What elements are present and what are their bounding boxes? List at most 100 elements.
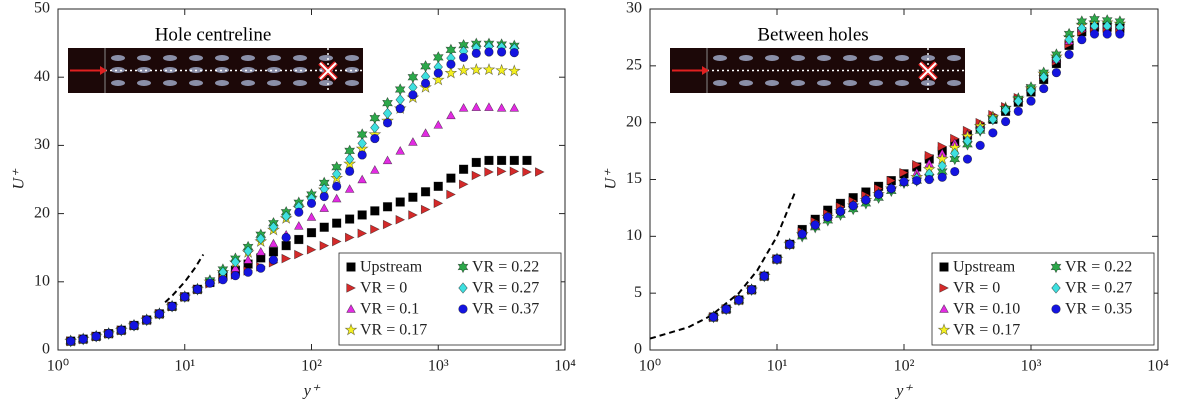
data-point (306, 212, 317, 221)
data-point (116, 325, 126, 335)
data-point (319, 222, 329, 232)
x-tick-label: 10³ (1021, 358, 1042, 375)
data-point (988, 128, 998, 138)
x-tick-label: 10⁰ (47, 358, 69, 375)
data-point (420, 60, 431, 73)
legend-label: VR = 0.35 (1065, 301, 1132, 318)
y-tick-label: 0 (634, 341, 642, 358)
data-point (509, 155, 519, 166)
data-point (394, 83, 406, 96)
legend-label: VR = 0.37 (472, 301, 539, 318)
data-point (408, 210, 418, 220)
legend-marker (1051, 304, 1061, 314)
inset-left (68, 48, 363, 93)
data-point (1051, 53, 1062, 65)
data-point (1026, 96, 1036, 106)
data-point (369, 111, 381, 125)
data-point (1001, 116, 1011, 127)
x-axis-label: y⁺ (302, 383, 321, 400)
data-point (268, 255, 279, 265)
y-tick-label: 30 (34, 136, 50, 153)
data-point (937, 172, 947, 182)
data-point (509, 48, 519, 58)
data-point (522, 155, 532, 166)
legend-label: Upstream (360, 259, 423, 276)
data-point (747, 285, 757, 295)
y-tick-label: 10 (34, 272, 50, 289)
data-point (408, 192, 418, 202)
data-point (306, 244, 317, 255)
data-point (256, 233, 266, 245)
data-point (446, 173, 456, 183)
data-point (446, 59, 456, 69)
data-point (433, 68, 443, 78)
data-point (142, 315, 152, 325)
legend-marker (344, 323, 358, 336)
data-point (431, 73, 445, 86)
data-point (331, 193, 342, 203)
data-point (281, 241, 291, 251)
data-point (294, 207, 304, 217)
data-point (395, 94, 405, 106)
data-point (1102, 29, 1112, 39)
legend-marker (1051, 282, 1061, 294)
data-point (1115, 29, 1125, 39)
legend-label: VR = 0.10 (953, 301, 1020, 318)
y-axis-label: U⁺ (11, 168, 28, 190)
data-point (370, 133, 380, 144)
legend-marker (458, 282, 468, 294)
data-point (167, 301, 177, 311)
data-point (382, 219, 393, 230)
legend-marker (346, 304, 356, 313)
data-point (243, 267, 253, 277)
legend-marker (939, 262, 949, 272)
legend-label: VR = 0.17 (953, 322, 1020, 339)
data-point (471, 170, 482, 181)
data-point (256, 263, 266, 273)
legend-marker (457, 260, 469, 274)
y-axis-label: U⁺ (603, 168, 620, 190)
data-point (420, 204, 431, 215)
data-point (471, 48, 481, 58)
data-point (1051, 68, 1062, 78)
data-point (1026, 85, 1036, 97)
data-point (949, 152, 961, 166)
data-point (268, 238, 279, 248)
data-point (924, 174, 934, 185)
data-point (874, 189, 884, 199)
legend-label: VR = 0 (360, 280, 407, 297)
data-point (180, 292, 190, 302)
data-point (1064, 49, 1074, 60)
data-point (332, 181, 342, 191)
data-point (345, 214, 355, 224)
data-point (345, 232, 355, 243)
legend-label: VR = 0.22 (472, 259, 539, 276)
data-point (395, 103, 405, 114)
data-point (319, 240, 330, 251)
data-point (988, 113, 998, 125)
data-point (444, 66, 458, 79)
data-point (962, 154, 973, 164)
data-point (205, 278, 215, 288)
inset-right (670, 48, 965, 93)
data-point (332, 218, 342, 228)
data-point (218, 275, 228, 285)
data-point (962, 135, 973, 147)
data-point (721, 304, 731, 314)
data-point (459, 179, 469, 190)
data-point (78, 334, 88, 344)
data-point (509, 166, 520, 177)
data-point (331, 168, 342, 180)
data-point (823, 212, 833, 222)
data-point (497, 155, 507, 166)
data-point (230, 271, 241, 281)
legend-marker (458, 304, 468, 314)
legend-marker (346, 283, 356, 293)
x-tick-label: 10² (301, 358, 322, 375)
data-point (382, 155, 393, 165)
data-point (484, 155, 494, 166)
data-point (154, 309, 165, 319)
data-point (861, 195, 871, 205)
data-point (457, 63, 470, 76)
